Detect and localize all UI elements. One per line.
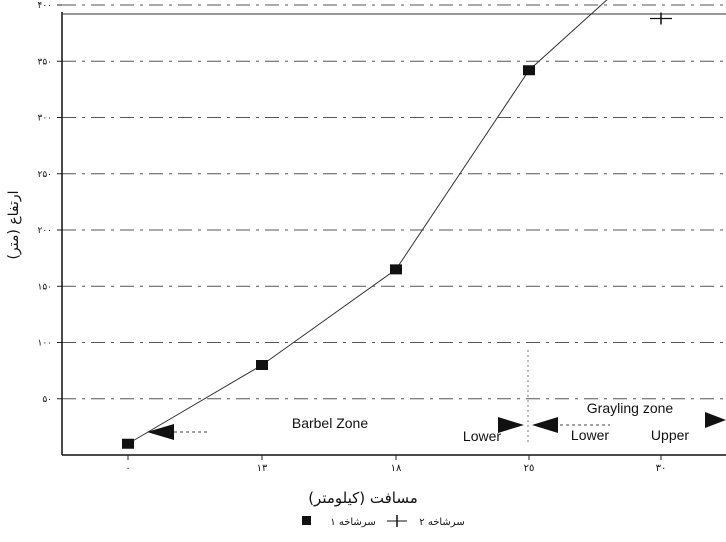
x-tick-label: ٣٠ bbox=[656, 463, 667, 474]
grayling-right-arrow-icon bbox=[705, 412, 726, 428]
x-tick-label: ٠ bbox=[125, 463, 130, 474]
y-tick-label: ١۵٠ bbox=[37, 282, 52, 292]
zone-annotations: Barbel Zone Grayling zone Lower Lower Up… bbox=[147, 350, 726, 444]
x-tick-labels: ٠ ١٣ ١٨ ٢٥ ٣٠ bbox=[125, 455, 666, 474]
barbel-lower-label: Lower bbox=[463, 428, 501, 444]
y-tick-label: ١٠٠ bbox=[37, 339, 52, 349]
legend-series-1-label: سرشاخه ١ bbox=[330, 517, 375, 528]
y-tick-label: ۵٠ bbox=[42, 395, 52, 405]
x-tick-label: ١٨ bbox=[391, 463, 402, 474]
grid-lines bbox=[57, 4, 726, 400]
legend: سرشاخه ١ سرشاخه ٢ bbox=[302, 515, 465, 528]
series-1-line bbox=[127, 0, 608, 445]
y-tick-label: ٣٠٠ bbox=[37, 114, 52, 124]
y-tick-label: ۴٠٠ bbox=[37, 1, 52, 11]
y-tick-label: ٢۵٠ bbox=[37, 170, 52, 180]
grayling-zone-label: Grayling zone bbox=[587, 400, 674, 416]
grayling-upper-label: Upper bbox=[651, 427, 689, 443]
x-axis-title: مسافت (کیلومتر) bbox=[308, 489, 418, 507]
y-axis-title: ارتفاع (متر) bbox=[6, 190, 22, 259]
series-1-point bbox=[256, 360, 268, 370]
legend-square-marker-icon bbox=[302, 516, 311, 525]
series-group bbox=[122, 0, 672, 449]
x-tick-label: ١٣ bbox=[257, 463, 268, 474]
series-1-point bbox=[523, 65, 535, 76]
axes bbox=[61, 12, 726, 456]
barbel-zone-label: Barbel Zone bbox=[292, 415, 368, 431]
x-tick-label: ٢٥ bbox=[524, 463, 535, 474]
grayling-left-arrow-icon bbox=[532, 417, 558, 433]
y-tick-labels: ۵٠ ١٠٠ ١۵٠ ٢٠٠ ٢۵٠ ٣٠٠ ٣۵٠ ۴٠٠ bbox=[37, 1, 52, 405]
series-1-point bbox=[122, 438, 134, 449]
y-tick-label: ٢٠٠ bbox=[37, 226, 52, 236]
series-1-point bbox=[390, 264, 402, 275]
grayling-lower-label: Lower bbox=[571, 427, 609, 443]
barbel-left-arrow-icon bbox=[147, 424, 174, 440]
y-tick-label: ٣۵٠ bbox=[37, 57, 52, 67]
barbel-right-arrow-icon bbox=[498, 417, 524, 433]
legend-series-2-label: سرشاخه ٢ bbox=[419, 517, 464, 528]
